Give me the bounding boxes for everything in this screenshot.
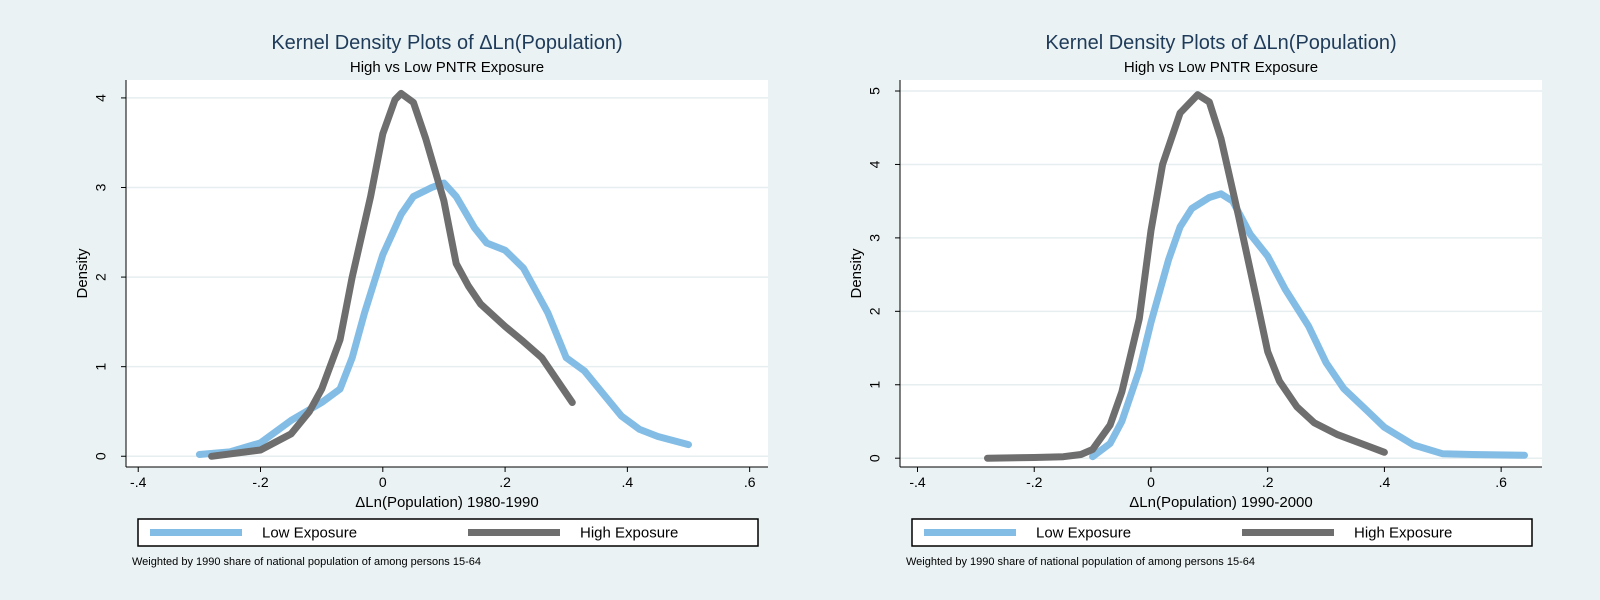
chart-title: Kernel Density Plots of ΔLn(Population): [1045, 32, 1396, 54]
x-tick-label: -.2: [1026, 474, 1043, 490]
y-tick-label: 4: [93, 94, 109, 102]
x-tick-label: .2: [1262, 474, 1274, 490]
y-axis-label: Density: [848, 248, 865, 299]
chart-panel-1: 0 1 2 3 4 -.4 -.2 0 .2 .4 .6 Kernel Density Plots o…: [74, 32, 768, 568]
legend: Low Exposure High Exposure: [137, 518, 759, 547]
x-tick-label: -.4: [130, 474, 147, 490]
x-tick-label: .4: [1379, 474, 1391, 490]
legend-label-low: Low Exposure: [1036, 525, 1131, 542]
series-line-low-exposure: [1089, 190, 1528, 461]
legend-label-high: High Exposure: [1354, 525, 1452, 542]
x-tick-label: .6: [744, 474, 756, 490]
legend-label-low: Low Exposure: [262, 525, 357, 542]
y-tick-label: 4: [867, 160, 883, 168]
x-tick-label: -.2: [252, 474, 269, 490]
legend-label-high: High Exposure: [580, 525, 678, 542]
x-tick-label: 0: [1147, 474, 1155, 490]
y-tick-label: 3: [93, 183, 109, 191]
footnote: Weighted by 1990 share of national popul…: [906, 556, 1255, 568]
x-tick-label: .2: [499, 474, 511, 490]
legend: Low Exposure High Exposure: [911, 518, 1533, 547]
y-tick-label: 0: [93, 452, 109, 460]
y-tick-label: 2: [93, 273, 109, 281]
chart-subtitle: High vs Low PNTR Exposure: [1124, 59, 1318, 76]
y-tick-label: 1: [867, 381, 883, 389]
x-axis-label: ΔLn(Population) 1980-1990: [355, 494, 539, 511]
x-tick-label: .6: [1495, 474, 1507, 490]
x-tick-label: 0: [379, 474, 387, 490]
x-tick-label: -.4: [909, 474, 926, 490]
y-axis-label: Density: [74, 248, 91, 299]
footnote: Weighted by 1990 share of national popul…: [132, 556, 481, 568]
series-line-high-exposure: [208, 89, 576, 460]
chart-title: Kernel Density Plots of ΔLn(Population): [271, 32, 622, 54]
x-tick-label: .4: [622, 474, 634, 490]
chart-panel-2: 0 1 2 3 4 5 -.4 -.2 0 .2 .4 .6 Kernel Density Plots …: [848, 32, 1542, 568]
y-tick-label: 3: [867, 234, 883, 242]
x-axis-label: ΔLn(Population) 1990-2000: [1129, 494, 1313, 511]
series-line-low-exposure: [195, 179, 692, 458]
y-tick-label: 2: [867, 307, 883, 315]
plot-area: [126, 80, 768, 467]
series-line-high-exposure: [984, 91, 1388, 462]
chart-subtitle: High vs Low PNTR Exposure: [350, 59, 544, 76]
y-tick-label: 1: [93, 363, 109, 371]
y-tick-label: 0: [867, 454, 883, 462]
y-tick-label: 5: [867, 87, 883, 95]
